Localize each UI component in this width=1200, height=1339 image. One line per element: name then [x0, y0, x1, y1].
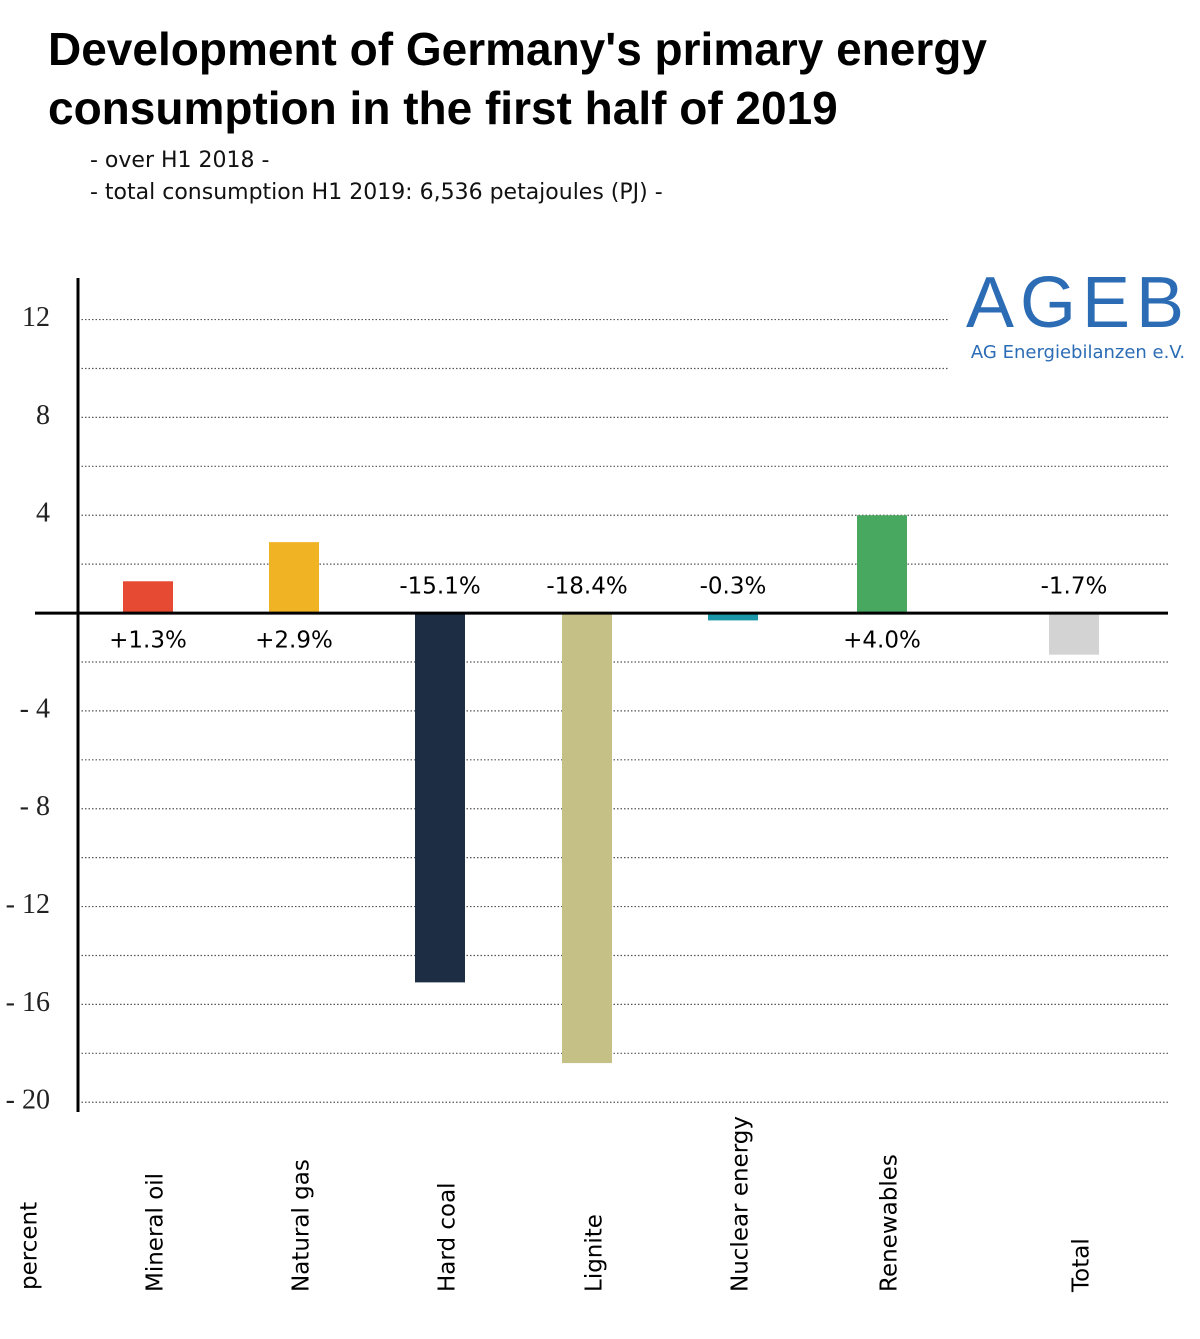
logo: AGEB — [966, 263, 1190, 343]
bar — [123, 581, 173, 614]
bar — [708, 613, 758, 621]
x-tick-label: Renewables — [877, 1154, 903, 1292]
y-tick-label: - 16 — [6, 987, 50, 1018]
y-tick-label: - 8 — [20, 791, 50, 822]
y-tick-label: 12 — [22, 302, 50, 333]
y-tick-label: - 20 — [6, 1085, 50, 1116]
logo-tagline: AG Energiebilanzen e.V. — [971, 342, 1185, 363]
x-tick-label: Mineral oil — [143, 1173, 169, 1292]
value-label: -15.1% — [399, 574, 480, 600]
y-tick-label: - 4 — [20, 693, 50, 724]
value-label: -18.4% — [546, 574, 627, 600]
value-label: +2.9% — [255, 628, 333, 654]
x-tick-label: Natural gas — [289, 1159, 315, 1292]
subtitle: - over H1 2018 - — [90, 148, 270, 173]
bar — [1049, 613, 1099, 655]
bar — [415, 613, 465, 983]
y-tick-label: 4 — [36, 498, 50, 529]
x-tick-label: Nuclear energy — [728, 1116, 754, 1292]
value-label: +4.0% — [843, 628, 921, 654]
chart-title: Development of Germany's primary energy … — [48, 23, 987, 134]
y-axis-label: percent — [17, 1202, 43, 1290]
x-tick-label: Hard coal — [435, 1182, 461, 1292]
x-tick-label: Total — [1069, 1238, 1095, 1293]
bar — [269, 542, 319, 614]
bar — [857, 515, 907, 614]
value-label: -0.3% — [700, 574, 767, 600]
y-tick-label: 8 — [36, 400, 50, 431]
y-tick-label: - 12 — [6, 889, 50, 920]
value-label: +1.3% — [109, 628, 187, 654]
x-tick-label: Lignite — [582, 1214, 608, 1292]
value-label: -1.7% — [1041, 574, 1108, 600]
subtitle: - total consumption H1 2019: 6,536 petaj… — [90, 180, 663, 205]
bar — [562, 613, 612, 1064]
